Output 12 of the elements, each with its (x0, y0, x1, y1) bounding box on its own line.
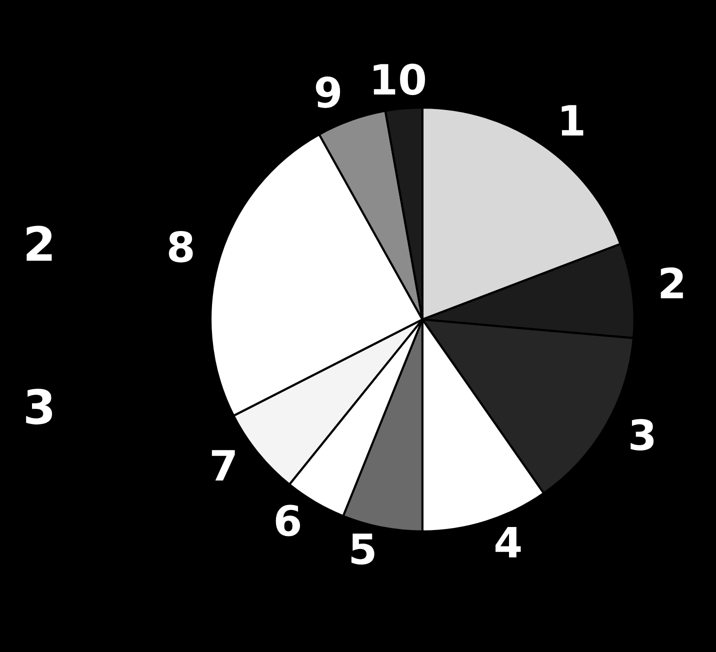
text: 2 (26, 226, 52, 261)
slice-label: 4 (496, 527, 521, 558)
slice-label: 6 (276, 504, 300, 536)
slice-label: 7 (212, 450, 235, 481)
slice-label: 5 (351, 534, 374, 565)
slice-label: 9 (316, 76, 340, 108)
slice-label: 8 (168, 230, 193, 262)
slice-label: 10 (374, 64, 426, 96)
text: 3 (26, 388, 52, 424)
slice-label: 1 (562, 105, 584, 136)
slice-label: 2 (660, 267, 683, 298)
slice-label: 3 (630, 418, 654, 450)
